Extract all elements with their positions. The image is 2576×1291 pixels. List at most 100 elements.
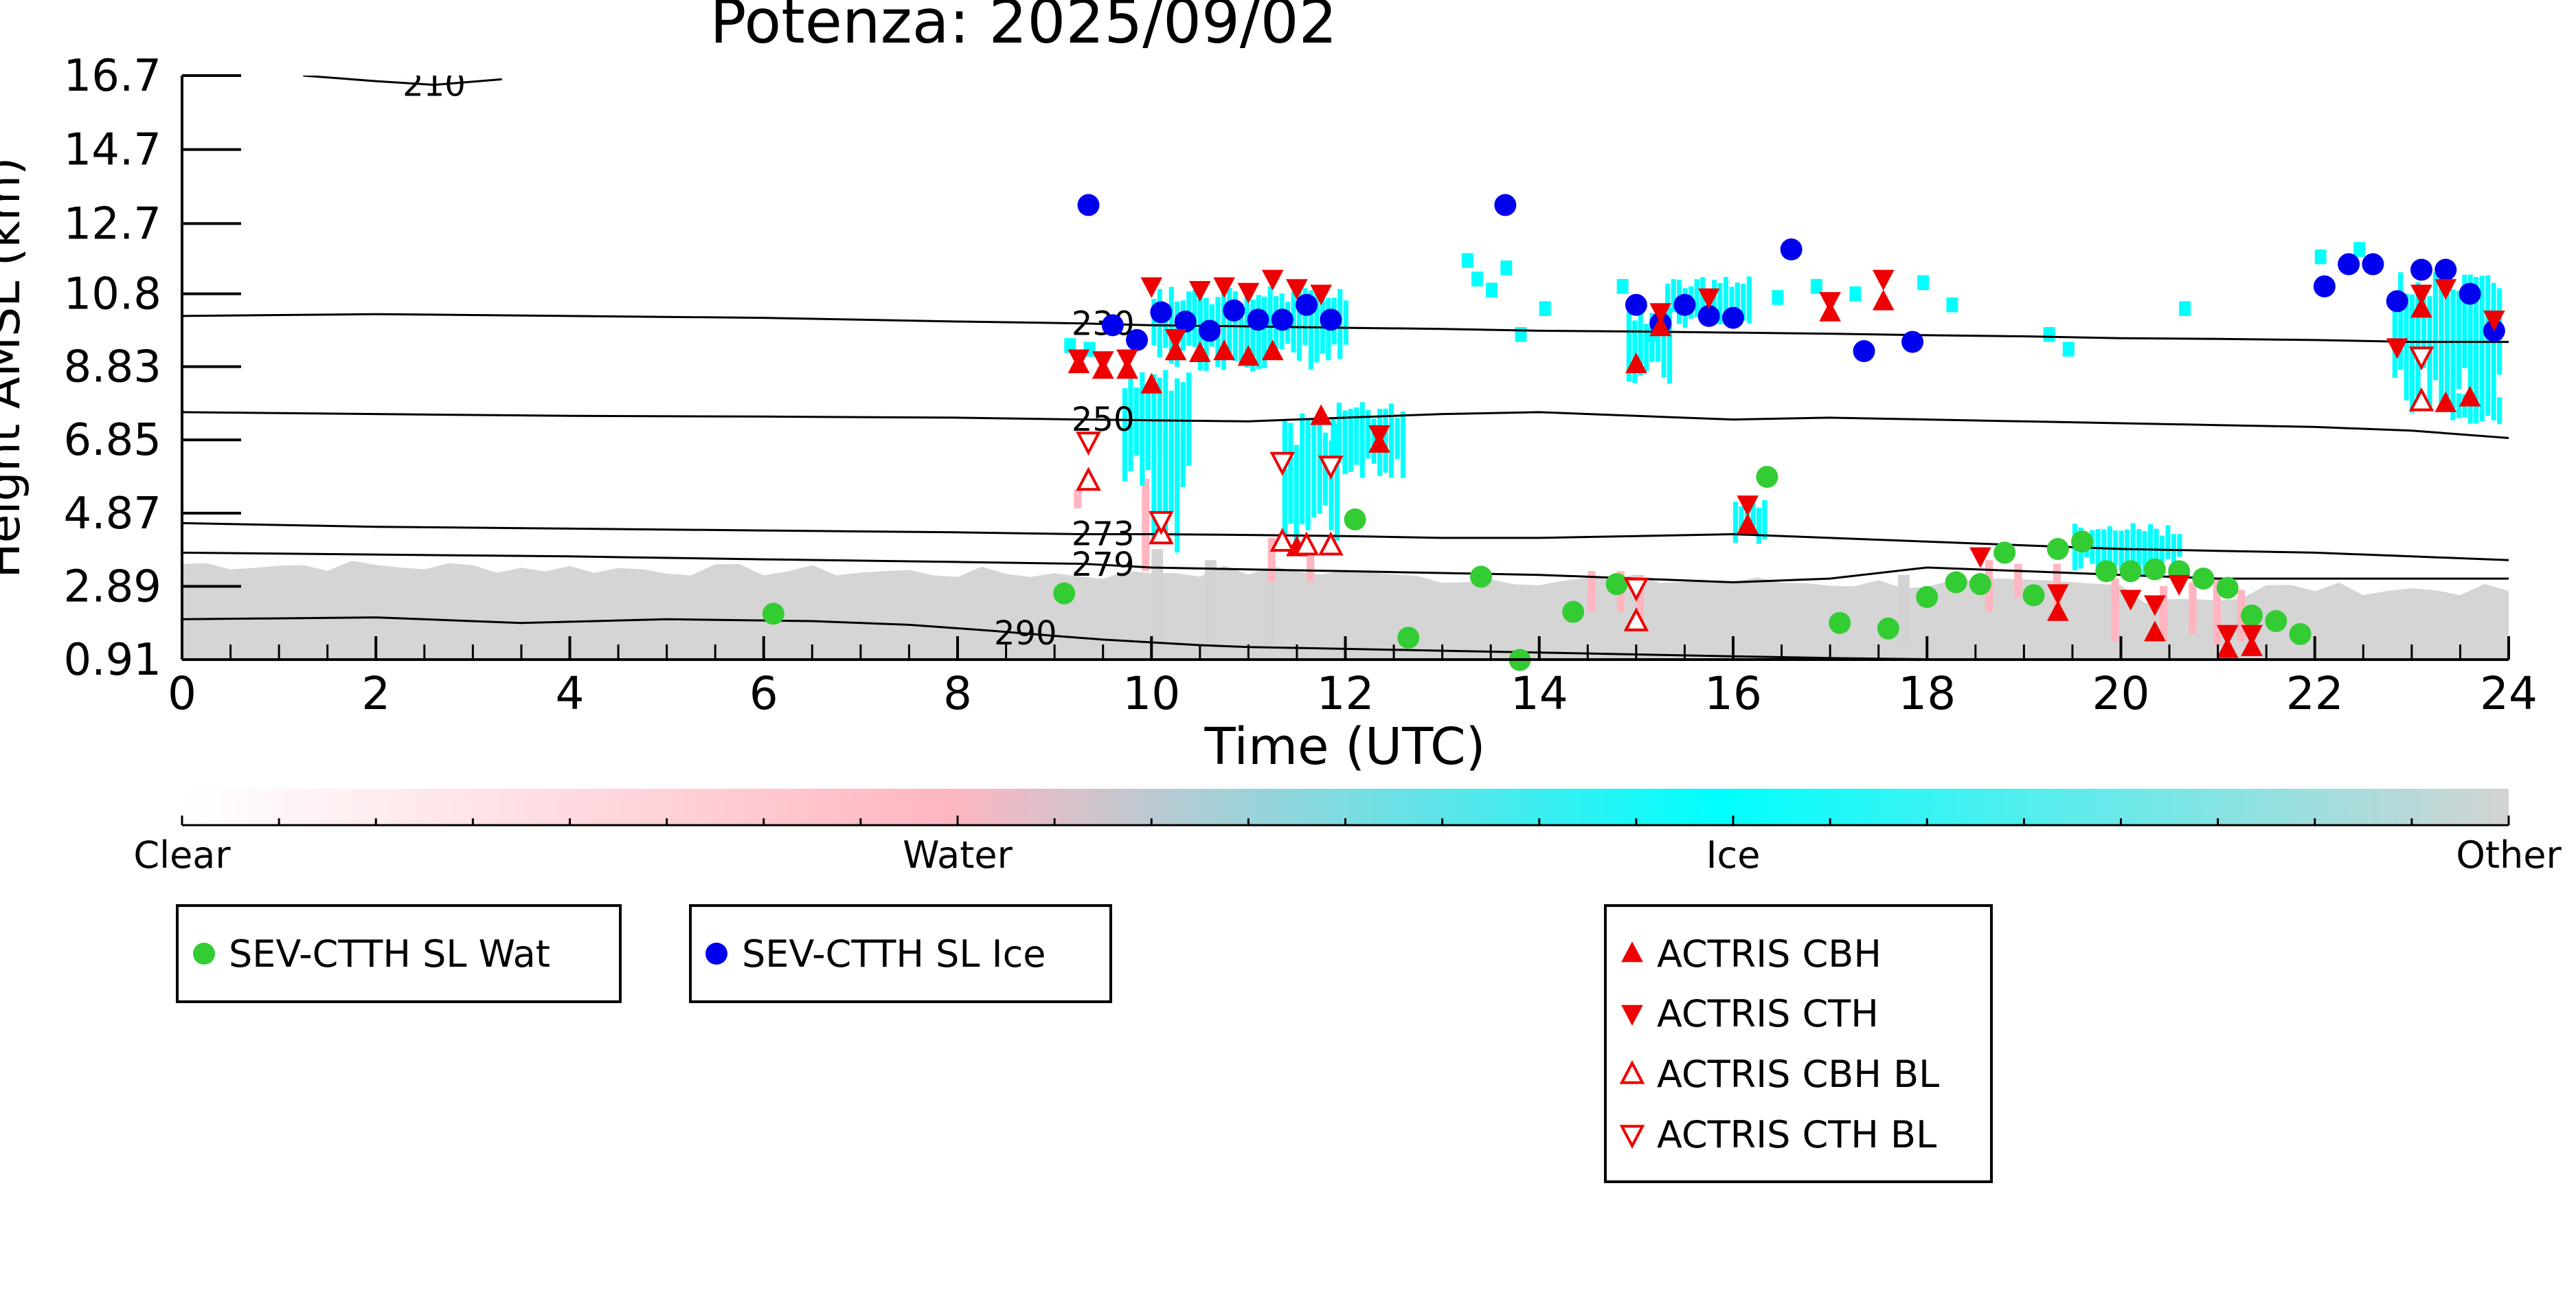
data-point [1076,467,1101,491]
ice-mask-streak [1329,440,1334,530]
x-axis-label: Time (UTC) [1204,717,1485,776]
ice-mask-streak [1145,383,1151,471]
data-point [2362,253,2384,276]
data-point [1819,292,1841,313]
data-point [1188,341,1211,362]
data-point [1164,329,1187,350]
data-point [1756,466,1778,489]
series-sev-ctth-sl-wat [762,466,2312,671]
data-point [2216,576,2239,599]
data-point [2241,635,2263,656]
ice-mask-streak [1343,300,1348,345]
ice-mask-streak [1221,292,1226,370]
contour-line [182,313,2509,344]
legend-box-sev-wat: SEV-CTTH SL Wat [176,904,622,1003]
data-point [2144,620,2166,642]
ice-mask-streak [2467,274,2473,398]
y-tick-label: 12.7 [64,199,162,249]
colorbar-label-other: Other [2456,833,2562,877]
data-point [2434,391,2457,412]
ice-mask-streak [1163,370,1168,464]
ice-mask-streak [1354,407,1359,465]
data-point [2241,625,2263,646]
other-mask-column [1263,571,1275,646]
data-point [1188,281,1211,302]
x-tick-label: 4 [556,667,585,720]
ice-mask-streak [1157,377,1162,455]
data-point [1247,308,1269,331]
ice-mask-fleck [1616,279,1629,294]
ice-mask-streak [1389,403,1394,478]
ice-mask-streak [2398,272,2404,370]
legend-label-actris-cth-bl: ACTRIS CTH BL [1657,1113,1936,1156]
data-point [2459,385,2481,407]
data-point [1649,303,1672,324]
ice-mask-streak [2474,395,2479,424]
y-tick-label: 10.8 [64,269,162,320]
ice-mask-streak [1175,378,1180,478]
data-point [2143,558,2166,581]
ice-mask-streak [1656,322,1661,362]
ice-mask-streak [1700,277,1706,319]
other-mask-band [182,561,2509,660]
data-point [1320,308,1342,331]
data-point [1872,289,1895,311]
ice-mask-streak [1311,420,1317,518]
ice-mask-streak [1133,387,1139,456]
ice-mask-streak [1157,421,1162,525]
data-point [1969,573,1991,596]
ice-mask-streak [1626,312,1631,382]
ice-mask-streak [1342,410,1348,475]
ice-mask-streak [1288,423,1293,524]
x-tick-label: 14 [1511,667,1568,720]
other-mask-column [1897,574,1910,646]
legend-box-actris: ACTRIS CBH ACTRIS CTH ACTRIS CBH BL ACTR… [1604,904,1993,1183]
ice-mask-streak [2101,529,2107,572]
data-point [1198,319,1221,342]
data-point [1623,577,1649,602]
ice-mask-streak [1750,502,1756,531]
ice-mask-streak [1383,408,1388,473]
water-mask-streak [2159,585,2168,642]
ice-mask-fleck [1500,260,1513,276]
ice-mask-streak [1336,403,1342,464]
data-point [2408,387,2434,412]
data-point [1269,528,1296,552]
ice-mask-streak [2450,289,2456,403]
data-point [1053,582,1076,605]
ice-mask-streak [2171,534,2176,575]
data-point [1149,510,1174,535]
water-mask-streak [1588,571,1596,612]
water-mask-streak [2213,579,2221,646]
series-sev-ctth-sl-ice [1077,194,2505,363]
data-point [2289,622,2312,645]
data-point [2408,346,2434,371]
data-point [2022,584,2045,607]
data-point [1261,339,1284,361]
data-point [1318,531,1344,556]
legend-label-sev-ice: SEV-CTTH SL Ice [742,932,1046,976]
y-tick-label: 16.7 [64,51,162,102]
data-point [1853,340,1875,363]
ice-mask-streak [1694,279,1699,317]
legend-label-actris-cbh: ACTRIS CBH [1657,932,1882,976]
ice-mask-streak [1331,418,1336,468]
ice-mask-streak [1717,282,1723,324]
water-mask-streak [1636,574,1645,620]
contour-label: 210 [403,65,466,104]
data-point [2410,258,2432,281]
ice-mask-streak [1180,382,1186,487]
ice-mask-fleck [1849,286,1862,302]
data-point [1140,277,1163,298]
x-tick-label: 12 [1317,667,1375,720]
water-mask-streak [2111,579,2119,642]
ice-mask-streak [1733,502,1739,543]
water-mask-streak [1307,545,1315,583]
legend-frame [1604,904,1993,1183]
data-point [2192,568,2215,590]
data-point [1625,293,1647,316]
ice-mask-streak [2404,293,2409,401]
legend-marker-actris-cbh [1621,941,1643,963]
data-point [2410,297,2432,318]
